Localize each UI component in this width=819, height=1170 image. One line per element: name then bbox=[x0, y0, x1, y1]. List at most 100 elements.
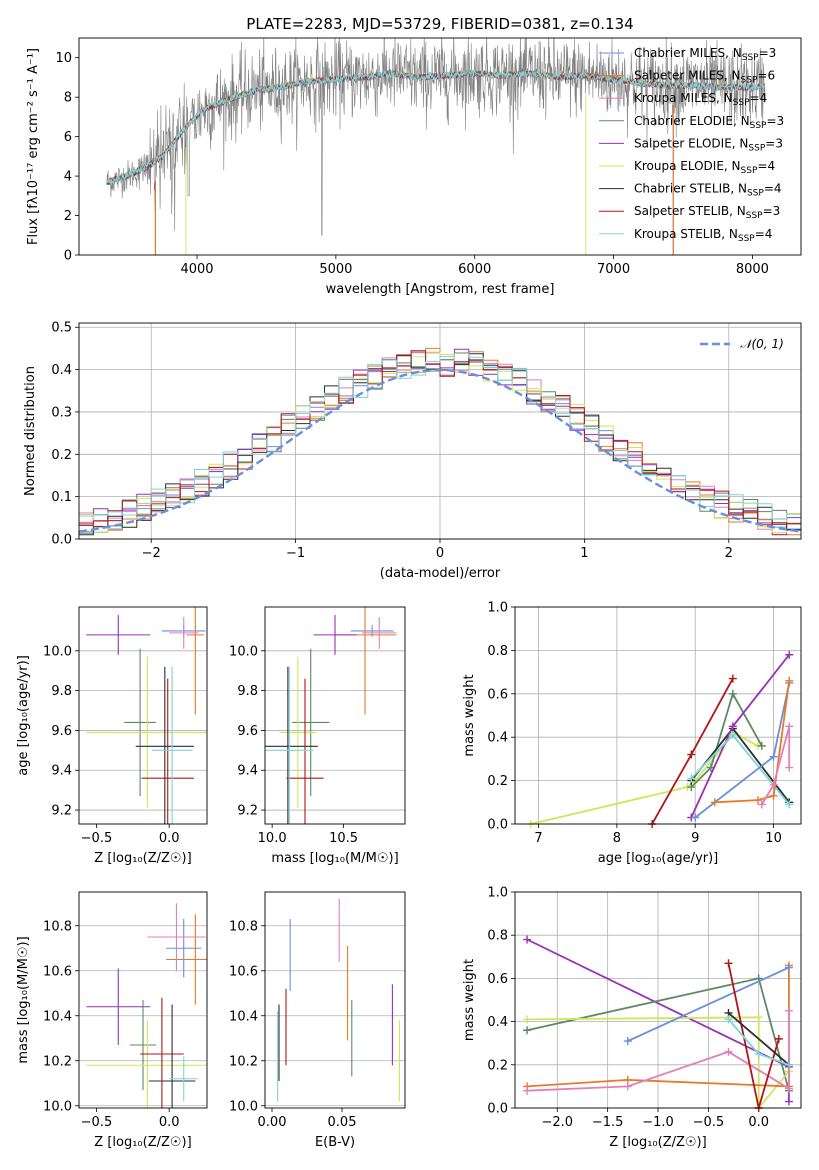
legend-label-kroupa_elodie: Kroupa ELODIE, NSSP=4 bbox=[634, 159, 775, 176]
x-tick-label: 6000 bbox=[458, 262, 491, 277]
y-tick-label: 0.6 bbox=[487, 687, 508, 702]
y-axis-label: Flux [fλ10⁻¹⁷ erg cm⁻² s⁻¹ A⁻¹] bbox=[26, 48, 41, 245]
x-tick-label: 8000 bbox=[736, 262, 769, 277]
kroupa_miles-weight-marker bbox=[757, 800, 766, 809]
x-tick-label: 2 bbox=[725, 546, 733, 561]
y-tick-label: 1.0 bbox=[487, 601, 508, 616]
y-tick-label: 0.5 bbox=[51, 321, 72, 336]
chabrier_miles-weight-marker bbox=[769, 752, 778, 761]
x-tick-label: 0.0 bbox=[159, 831, 180, 846]
y-tick-label: 9.8 bbox=[237, 684, 258, 699]
residuals-axes: −2 −1 0 1 2 0.0 0.1 0.2 0.3 0.4 0.5 bbox=[51, 321, 801, 561]
x-tick-label: −0.5 bbox=[693, 1115, 725, 1130]
y-tick-label: 1.0 bbox=[487, 886, 508, 901]
salpeter_miles-weight-marker bbox=[769, 791, 778, 800]
kroupa_stelib-weight-marker bbox=[728, 731, 737, 740]
x-axis-label: mass [log₁₀(M/M☉)] bbox=[271, 851, 398, 866]
kroupa_elodie-weight-line bbox=[527, 1016, 790, 1108]
mass_vs_Z-axes: −0.5 0.0 10.0 10.2 10.4 10.6 10.8 bbox=[43, 919, 179, 1130]
y-tick-label: 0.2 bbox=[51, 448, 72, 463]
kroupa_miles-weight-marker bbox=[784, 1084, 793, 1093]
kroupa_stelib-weight-marker bbox=[785, 800, 794, 809]
chabrier_miles-weight-marker bbox=[784, 963, 793, 972]
y-tick-label: 10.8 bbox=[43, 919, 72, 934]
y-tick-label: 4 bbox=[64, 170, 72, 185]
mass_vs_ebv-frame bbox=[264, 891, 406, 1109]
kroupa_miles-weight-marker bbox=[785, 722, 794, 731]
y-axis-label: age [log₁₀(age/yr)] bbox=[16, 655, 31, 776]
y-tick-label: 10.6 bbox=[43, 964, 72, 979]
y-tick-label: 0.3 bbox=[51, 405, 72, 420]
x-tick-label: −2 bbox=[142, 546, 161, 561]
x-tick-label: −2.0 bbox=[542, 1115, 574, 1130]
y-tick-label: 0.8 bbox=[487, 929, 508, 944]
mass_weight_vs_age-frame bbox=[514, 606, 802, 825]
x-axis-label: Z [log₁₀(Z/Z☉)] bbox=[609, 1135, 706, 1150]
salpeter_miles-weight-marker bbox=[753, 796, 762, 805]
y-axis-label: mass weight bbox=[462, 959, 477, 1041]
x-axis-label: age [log₁₀(age/yr)] bbox=[598, 851, 719, 866]
x-tick-label: 0.0 bbox=[748, 1115, 769, 1130]
y-tick-label: 10.2 bbox=[43, 1054, 72, 1069]
x-tick-label: 8 bbox=[613, 831, 621, 846]
salpeter_stelib-weight-line bbox=[727, 963, 780, 1108]
spectrum-legend: Chabrier MILES, NSSP=3 Salpeter MILES, NS… bbox=[599, 46, 784, 244]
mass_weight_vs_Z-axes: −2.0 −1.5 −1.0 −0.5 0.0 0.0 0.2 0.4 0.6 0.8 1.0 bbox=[487, 886, 801, 1130]
legend-label-chabrier_elodie: Chabrier ELODIE, NSSP=3 bbox=[634, 114, 784, 131]
kroupa_miles-weight-marker bbox=[785, 763, 794, 772]
kroupa_elodie-weight-marker bbox=[523, 1015, 532, 1024]
y-tick-label: 10.6 bbox=[229, 964, 258, 979]
y-tick-label: 0.1 bbox=[51, 490, 72, 505]
y-tick-label: 8 bbox=[64, 91, 72, 106]
y-tick-label: 9.6 bbox=[237, 724, 258, 739]
chabrier_miles-weight-marker bbox=[623, 1037, 632, 1046]
y-tick-label: 9.2 bbox=[237, 804, 258, 819]
salpeter_stelib-weight-marker bbox=[724, 959, 733, 968]
kroupa_miles-weight-marker bbox=[623, 1082, 632, 1091]
x-tick-label: 7 bbox=[534, 831, 542, 846]
mass_weight_vs_age-axes: 7 8 9 10 0.0 0.2 0.4 0.6 0.8 1.0 bbox=[487, 601, 801, 846]
kroupa_stelib-weight-marker bbox=[687, 774, 696, 783]
age_vs_Z-axes: −0.5 0.0 9.2 9.4 9.6 9.8 10.0 bbox=[43, 644, 179, 846]
x-tick-label: 10.5 bbox=[329, 831, 358, 846]
x-axis-label: E(B-V) bbox=[315, 1135, 355, 1150]
residuals-frame bbox=[78, 322, 802, 540]
x-tick-label: 10 bbox=[765, 831, 782, 846]
y-axis-label: mass [log₁₀(M/M☉)] bbox=[16, 936, 31, 1063]
salpeter_stelib-weight-marker bbox=[728, 674, 737, 683]
chabrier_stelib-model-spectrum bbox=[106, 69, 766, 186]
mass_weight_vs_Z-frame bbox=[514, 891, 802, 1109]
y-axis-label: Normed distribution bbox=[23, 366, 38, 496]
y-tick-label: 0.4 bbox=[51, 363, 72, 378]
legend-label-kroupa_stelib: Kroupa STELIB, NSSP=4 bbox=[634, 227, 772, 244]
salpeter_elodie-weight-marker bbox=[523, 935, 532, 944]
legend-label-chabrier_stelib: Chabrier STELIB, NSSP=4 bbox=[634, 182, 782, 199]
normal-curve bbox=[79, 368, 801, 533]
salpeter_stelib-weight-marker bbox=[687, 750, 696, 759]
x-axis-label: wavelength [Angstrom, rest frame] bbox=[326, 282, 555, 297]
x-tick-label: 0.00 bbox=[258, 1115, 287, 1130]
salpeter_miles-weight-marker bbox=[785, 676, 794, 685]
x-tick-label: −0.5 bbox=[81, 1115, 113, 1130]
salpeter_miles-weight-marker bbox=[710, 798, 719, 807]
y-tick-label: 0.4 bbox=[487, 731, 508, 746]
y-tick-label: 10.0 bbox=[229, 1099, 258, 1114]
kroupa_miles-weight-marker bbox=[769, 780, 778, 789]
spectrum-axes: 4000 5000 6000 7000 8000 0 2 4 6 8 10 bbox=[55, 51, 768, 277]
chabrier_elodie-weight-line bbox=[690, 691, 763, 788]
y-tick-label: 6 bbox=[64, 130, 72, 145]
y-tick-label: 10.8 bbox=[229, 919, 258, 934]
x-tick-label: −1.5 bbox=[592, 1115, 624, 1130]
chabrier_elodie-weight-marker bbox=[757, 741, 766, 750]
legend-label-kroupa_miles: Kroupa MILES, NSSP=4 bbox=[634, 91, 767, 108]
y-tick-label: 2 bbox=[64, 209, 72, 224]
kroupa_miles-weight-line bbox=[761, 726, 791, 805]
y-axis-label: mass weight bbox=[462, 674, 477, 756]
y-tick-label: 0.2 bbox=[487, 774, 508, 789]
kroupa_stelib-weight-marker bbox=[724, 1015, 733, 1024]
y-tick-label: 0.2 bbox=[487, 1058, 508, 1073]
x-axis-label: Z [log₁₀(Z/Z☉)] bbox=[94, 1135, 191, 1150]
y-tick-label: 10.0 bbox=[43, 1099, 72, 1114]
salpeter_elodie-weight-marker bbox=[785, 650, 794, 659]
